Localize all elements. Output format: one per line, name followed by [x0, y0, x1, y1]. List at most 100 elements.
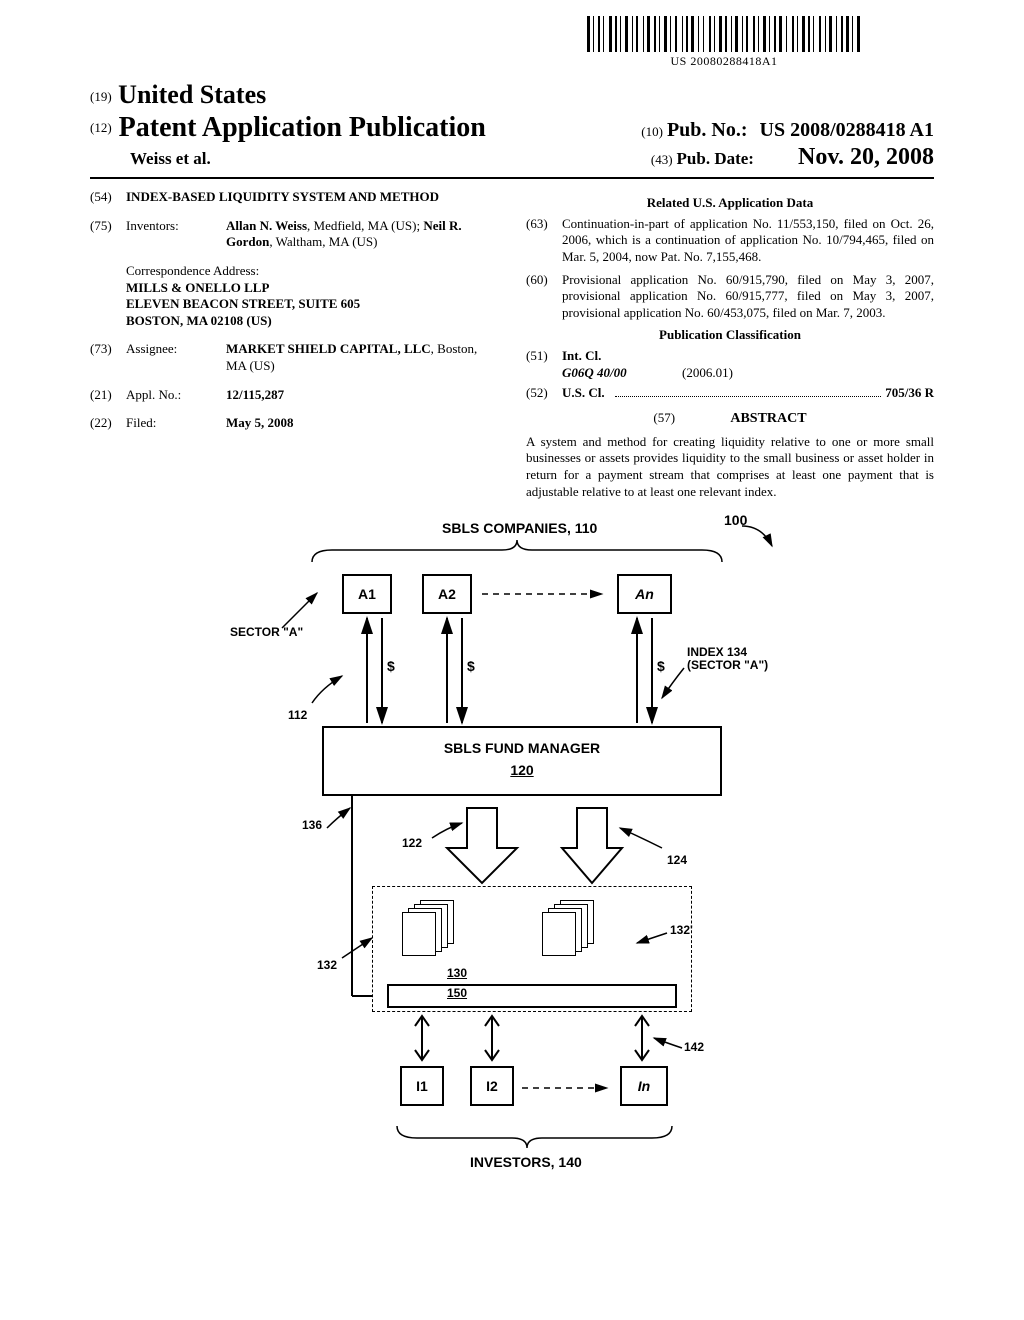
uscl-value: 705/36 R [885, 385, 934, 402]
manager-label: SBLS FUND MANAGER [324, 728, 720, 756]
ref-132p: 132' [670, 923, 693, 937]
txt-60: Provisional application No. 60/915,790, … [562, 272, 934, 322]
ref-142: 142 [684, 1040, 704, 1054]
barcode-graphic [534, 16, 914, 52]
inventors-value: Allan N. Weiss, Medfield, MA (US); Neil … [226, 218, 498, 251]
applno-value: 12/115,287 [226, 387, 498, 404]
dollar-1: $ [387, 658, 395, 674]
fig-svg [222, 518, 802, 1238]
barcode-block: US 20080288418A1 [534, 16, 914, 69]
ref-136: 136 [302, 818, 322, 832]
field-21-applno: (21) Appl. No.: 12/115,287 [90, 387, 498, 404]
num-22: (22) [90, 415, 126, 432]
abstract-label: ABSTRACT [730, 411, 806, 426]
prefix-12: (12) [90, 120, 112, 135]
corr-line3: BOSTON, MA 02108 (US) [126, 313, 498, 330]
field-60: (60) Provisional application No. 60/915,… [526, 272, 934, 322]
box-an: An [617, 574, 672, 614]
left-column: (54) INDEX-BASED LIQUIDITY SYSTEM AND ME… [90, 189, 498, 500]
label-uscl: U.S. Cl. [562, 385, 611, 402]
box-in: In [620, 1066, 668, 1106]
authors: Weiss et al. [90, 149, 211, 169]
inventor-1-loc: , Medfield, MA (US); [307, 218, 423, 233]
manager-ref: 120 [324, 756, 720, 778]
abstract-text: A system and method for creating liquidi… [526, 434, 934, 501]
header-country: (19) United States [90, 80, 934, 110]
box-a2: A2 [422, 574, 472, 614]
pub-number-block: (10) Pub. No.: US 2008/0288418 A1 [641, 119, 934, 142]
abstract-heading: (57) ABSTRACT [526, 410, 934, 428]
label-intcl: Int. Cl. [562, 348, 934, 365]
field-52-uscl: (52) U.S. Cl. 705/36 R [526, 385, 934, 402]
investors-label: INVESTORS, 140 [470, 1154, 582, 1170]
txt-63: Continuation-in-part of application No. … [562, 216, 934, 266]
pub-date-block: (43) Pub. Date: Nov. 20, 2008 [651, 144, 934, 171]
box-i1: I1 [400, 1066, 444, 1106]
prefix-43: (43) [651, 152, 673, 167]
field-63: (63) Continuation-in-part of application… [526, 216, 934, 266]
dollar-2: $ [467, 658, 475, 674]
field-22-filed: (22) Filed: May 5, 2008 [90, 415, 498, 432]
assignee-value: MARKET SHIELD CAPITAL, LLC, Boston, MA (… [226, 341, 498, 374]
manager-box: SBLS FUND MANAGER 120 [322, 726, 722, 796]
inventor-1: Allan N. Weiss [226, 218, 307, 233]
num-51: (51) [526, 348, 562, 365]
label-applno: Appl. No.: [126, 387, 226, 404]
field-51-intcl: (51) Int. Cl. [526, 348, 934, 365]
assignee-name: MARKET SHIELD CAPITAL, LLC [226, 341, 431, 356]
fig-title: SBLS COMPANIES, 110 [442, 520, 597, 536]
prefix-19: (19) [90, 89, 112, 104]
index-l2: (SECTOR "A") [687, 658, 768, 672]
num-57: (57) [653, 410, 675, 425]
box-a1: A1 [342, 574, 392, 614]
index-label: INDEX 134 (SECTOR "A") [687, 646, 768, 672]
pubno-value: US 2008/0288418 A1 [760, 119, 934, 141]
inventor-2-loc: , Waltham, MA (US) [269, 234, 377, 249]
intcl-code: G06Q 40/00 [562, 365, 682, 382]
pub-type-text: Patent Application Publication [119, 112, 486, 143]
num-60: (60) [526, 272, 562, 322]
ref-150: 150 [447, 986, 467, 1000]
corr-line2: ELEVEN BEACON STREET, SUITE 605 [126, 296, 498, 313]
sector-label: SECTOR "A" [230, 626, 303, 639]
corr-label: Correspondence Address: [126, 263, 498, 280]
pubdate-value: Nov. 20, 2008 [798, 144, 934, 170]
ref-122: 122 [402, 836, 422, 850]
field-75-inventors: (75) Inventors: Allan N. Weiss, Medfield… [90, 218, 498, 251]
document-header: (19) United States (12) Patent Applicati… [90, 80, 934, 171]
num-21: (21) [90, 387, 126, 404]
ref-132: 132 [317, 958, 337, 972]
ref-124: 124 [667, 853, 687, 867]
pubdate-label: Pub. Date: [677, 149, 754, 168]
intcl-year: (2006.01) [682, 365, 733, 382]
dollar-3: $ [657, 658, 665, 674]
num-75: (75) [90, 218, 126, 251]
prefix-10: (10) [641, 124, 663, 139]
header-rule [90, 177, 934, 179]
correspondence-block: Correspondence Address: MILLS & ONELLO L… [126, 263, 498, 330]
pub-classification-heading: Publication Classification [526, 327, 934, 344]
box-150 [387, 984, 677, 1008]
title-text: INDEX-BASED LIQUIDITY SYSTEM AND METHOD [126, 189, 498, 206]
num-54: (54) [90, 189, 126, 206]
num-63: (63) [526, 216, 562, 266]
label-filed: Filed: [126, 415, 226, 432]
label-inventors: Inventors: [126, 218, 226, 251]
barcode-text: US 20080288418A1 [534, 54, 914, 69]
box-i2: I2 [470, 1066, 514, 1106]
intcl-code-row: G06Q 40/00 (2006.01) [562, 365, 934, 382]
field-73-assignee: (73) Assignee: MARKET SHIELD CAPITAL, LL… [90, 341, 498, 374]
label-assignee: Assignee: [126, 341, 226, 374]
num-73: (73) [90, 341, 126, 374]
country-text: United States [118, 80, 266, 109]
biblio-columns: (54) INDEX-BASED LIQUIDITY SYSTEM AND ME… [90, 189, 934, 500]
related-data-heading: Related U.S. Application Data [526, 195, 934, 212]
ref-100: 100 [724, 512, 747, 528]
num-52: (52) [526, 385, 562, 402]
filed-value: May 5, 2008 [226, 415, 498, 432]
uscl-leader-dots [615, 396, 882, 397]
ref-112: 112 [288, 708, 307, 722]
right-column: Related U.S. Application Data (63) Conti… [526, 189, 934, 500]
ref-130: 130 [447, 966, 467, 980]
corr-line1: MILLS & ONELLO LLP [126, 280, 498, 297]
